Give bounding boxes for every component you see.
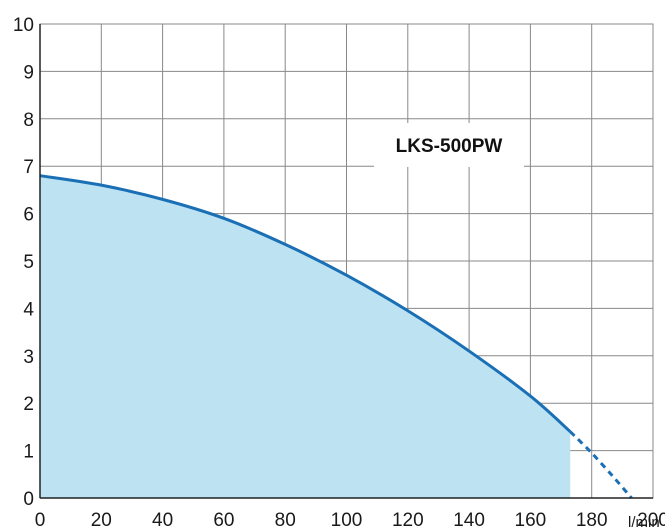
x-tick-label: 180 [576, 510, 608, 530]
x-tick-label: 160 [515, 510, 547, 530]
x-tick-label: 80 [275, 510, 296, 530]
y-tick-label: 8 [23, 110, 34, 131]
x-tick-label: 100 [331, 510, 363, 530]
y-tick-labels: 0 1 2 3 4 5 6 7 8 9 10 [13, 15, 35, 510]
x-unit-label: l/min [628, 514, 660, 530]
area-layer [40, 175, 571, 498]
y-tick-label: 3 [23, 347, 34, 368]
x-tick-label: 20 [91, 510, 112, 530]
y-tick-label: 5 [23, 252, 34, 273]
y-tick-label: 10 [13, 15, 34, 36]
plot-frame [39, 23, 654, 499]
x-tick-label: 60 [213, 510, 234, 530]
y-tick-label: 4 [23, 299, 34, 320]
model-label-box: LKS-500PW [374, 123, 524, 167]
curve-extension-dashed [569, 430, 633, 499]
x-tick-label: 120 [392, 510, 424, 530]
y-tick-label: 7 [23, 157, 34, 178]
x-tick-labels: 0 20 40 60 80 100 120 140 160 180 200 [35, 510, 665, 530]
line-layer [39, 174, 633, 499]
y-tick-label: 0 [23, 489, 34, 510]
y-tick-label: 9 [23, 62, 34, 83]
x-tick-label: 40 [152, 510, 173, 530]
performance-curve [39, 174, 572, 433]
y-tick-label: 1 [23, 442, 34, 463]
x-tick-label: 140 [453, 510, 485, 530]
x-tick-label: 0 [35, 510, 46, 530]
y-tick-label: 6 [23, 205, 34, 226]
operating-range-fill [40, 175, 571, 498]
x-tick-label: 200 [637, 510, 665, 530]
y-tick-label: 2 [23, 394, 34, 415]
chart-title: LKS-500PW [396, 136, 503, 157]
